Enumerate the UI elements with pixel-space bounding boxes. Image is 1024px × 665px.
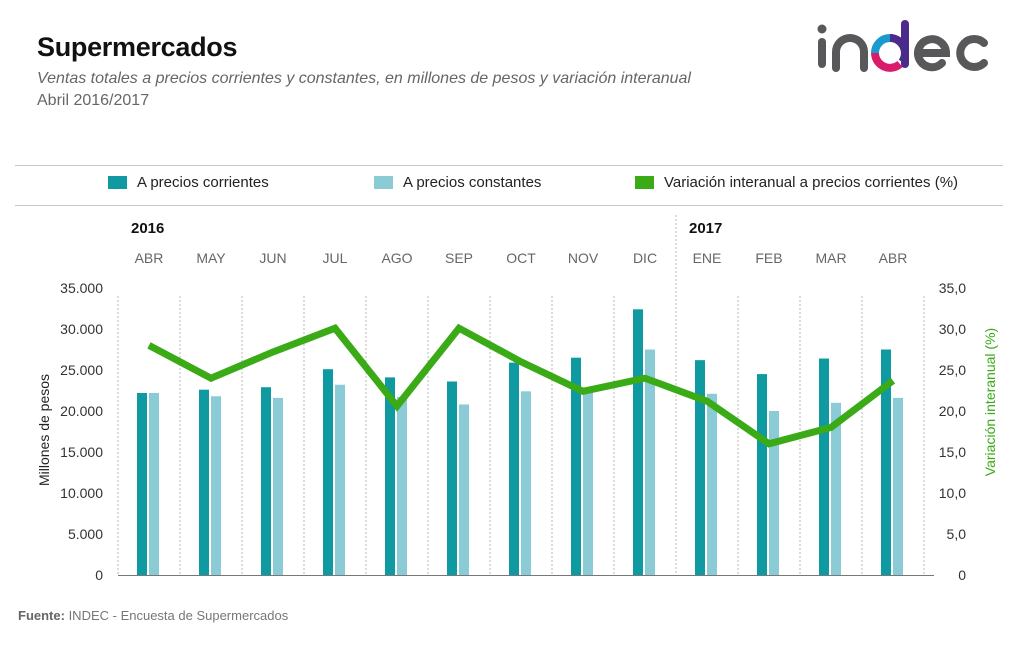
bar-corrientes [261,387,271,575]
bar-corrientes [881,349,891,575]
bar-constantes [149,392,159,575]
bar-corrientes [137,392,147,575]
x-tick-label: ABR [134,250,164,266]
chart-title: Supermercados [37,32,238,62]
bar-corrientes [695,360,705,575]
y-tick-label: 30.000 [60,321,103,337]
y-tick-label: 0 [95,567,103,583]
year-label-2016: 2016 [131,220,165,237]
bar-constantes [831,402,841,575]
legend-label: Variación interanual a precios corriente… [664,174,959,191]
legend-item-constantes: A precios constantes [374,174,541,191]
bar-constantes [335,384,345,575]
x-tick-label: FEB [755,250,783,266]
bar-constantes [707,393,717,575]
x-tick-label: JUL [322,250,348,266]
y-tick-label: 25.000 [60,362,103,378]
bar-corrientes [571,357,581,575]
legend-swatch-variacion [635,176,654,189]
bar-constantes [459,404,469,575]
legend-item-variacion: Variación interanual a precios corriente… [635,174,958,191]
y-tick-label: 10.000 [60,485,103,501]
logo-i [817,24,827,68]
y-axis-title: Millones de pesos [36,374,52,486]
chart-subtitle: Ventas totales a precios corrientes y co… [37,70,691,87]
logo-e [914,35,951,72]
x-tick-label: SEP [444,250,473,266]
x-tick-label: DIC [632,250,658,266]
bar-constantes [521,391,531,575]
bar-corrientes [509,362,519,575]
legend-bottom-rule [15,205,1003,206]
bar-corrientes [633,309,643,575]
logo-n [832,34,868,72]
y2-tick-label: 30,0 [939,321,966,337]
x-tick-label: JUN [259,250,287,266]
x-tick-label: ENE [692,250,722,266]
x-tick-label: OCT [506,250,536,266]
indec-logo [817,20,988,72]
legend-top-rule [15,165,1003,166]
bar-constantes [583,391,593,575]
bar-constantes [211,396,221,575]
source-text: INDEC - Encuesta de Supermercados [64,608,289,623]
y2-tick-label: 25,0 [939,362,966,378]
legend-swatch-constantes [374,176,393,189]
x-tick-label: AGO [381,250,413,266]
y-tick-label: 20.000 [60,403,103,419]
y2-tick-label: 35,0 [939,280,966,296]
y2-tick-label: 20,0 [939,403,966,419]
y-tick-label: 5.000 [68,526,103,542]
year-label-2017: 2017 [689,220,723,237]
y2-tick-label: 15,0 [939,444,966,460]
bar-corrientes [819,358,829,575]
bar-corrientes [447,381,457,575]
bar-constantes [893,397,903,575]
x-tick-label: ABR [878,250,908,266]
x-tick-label: MAR [815,250,847,266]
y-tick-label: 35.000 [60,280,103,296]
bar-constantes [769,411,779,575]
y2-tick-label: 0 [958,567,966,583]
source-note: Fuente: INDEC - Encuesta de Supermercado… [18,608,288,623]
logo-c [956,35,988,71]
legend-label: A precios corrientes [137,174,269,191]
x-tick-label: NOV [567,250,599,266]
bar-corrientes [385,377,395,575]
x-tick-label: MAY [196,250,226,266]
y2-axis-title: Variación interanual (%) [982,328,998,476]
bar-corrientes [199,389,209,575]
bar-corrientes [757,374,767,575]
source-label: Fuente: [18,608,65,623]
bar-constantes [645,349,655,575]
legend: A precios corrientes A precios constante… [0,174,1024,194]
bar-corrientes [323,369,333,575]
bar-constantes [397,397,407,575]
chart-period: Abril 2016/2017 [37,92,150,109]
y2-tick-label: 5,0 [947,526,967,542]
bar-constantes [273,397,283,575]
y2-tick-label: 10,0 [939,485,966,501]
legend-label: A precios constantes [403,174,542,191]
legend-item-corrientes: A precios corrientes [108,174,269,191]
y-tick-label: 15.000 [60,444,103,460]
legend-swatch-corrientes [108,176,127,189]
logo-d [871,20,909,72]
